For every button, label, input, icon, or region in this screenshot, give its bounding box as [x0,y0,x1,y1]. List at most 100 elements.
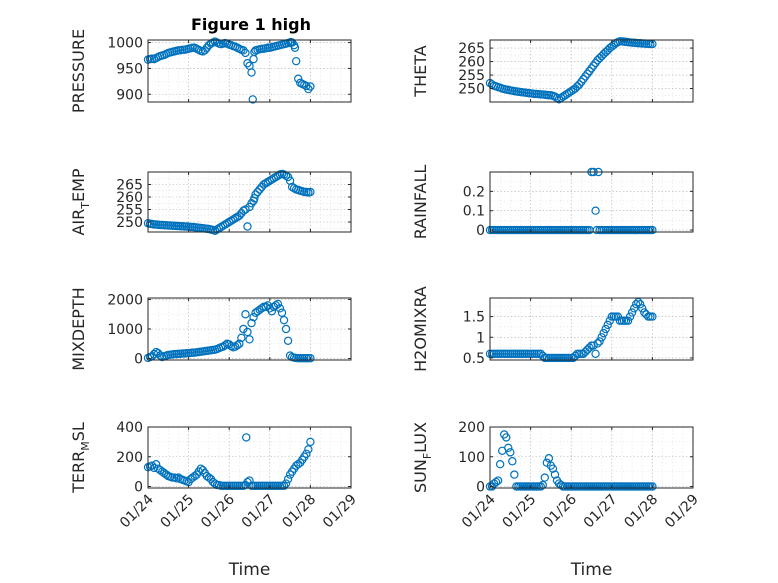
data-point [245,476,254,485]
data-point [631,300,641,309]
data-point [241,48,250,58]
data-point [267,307,277,316]
x-axis-label: Time [570,560,613,580]
x-tick-label: 01/26 [540,491,580,531]
x-tick-label: 01/28 [279,492,319,532]
data-point [243,327,252,337]
y-tick-label: 0 [476,480,485,496]
data-point [581,72,590,81]
data-point [495,459,505,469]
data-point [247,318,256,328]
data-point [589,341,598,350]
data-point [623,316,633,325]
data-point [273,299,283,309]
data-point [283,474,293,484]
x-tick-label: 01/25 [500,492,540,532]
data-point [597,333,606,342]
data-point [591,349,600,358]
y-tick-label: 250 [116,215,143,231]
x-tick-label: 01/24 [459,491,499,531]
data-point [648,482,657,491]
y-axis-label: MIXDEPTH [69,287,88,370]
data-point [243,59,252,68]
x-tick-label: 01/27 [239,492,279,532]
axes-frame [489,171,694,233]
data-point [281,324,291,334]
data-point [583,69,592,78]
x-tick-label: 01/27 [581,492,621,532]
x-tick-label: 01/29 [662,492,702,532]
data-point [585,66,594,76]
y-tick-label: 265 [458,41,485,57]
data-point [591,206,600,215]
data-point [638,304,647,313]
data-point [275,304,285,313]
x-axis-label: Time [228,560,271,580]
data-point [506,448,515,457]
data-point [248,95,257,104]
axes-frame [147,39,352,103]
subplot-h2omixra: 0.5 1 1.5 H2OMIXRA [411,286,694,372]
data-point [575,80,584,89]
x-tick-label: 01/28 [621,492,661,532]
data-point [255,185,264,194]
data-point [249,54,258,64]
y-tick-label: 0.1 [463,204,485,220]
data-point [603,320,612,330]
data-point [595,337,604,346]
data-point [550,470,560,479]
data-point [227,216,236,225]
data-point [579,74,588,84]
axes-frame [489,297,694,361]
data-point [279,315,289,325]
data-point [220,341,230,350]
data-point [508,457,517,466]
y-axis-label: H2OMIXRA [411,286,430,372]
data-point [222,219,232,228]
data-point [151,459,161,469]
data-point [155,351,165,360]
data-point [302,449,311,458]
data-point [224,217,234,227]
data-point [243,222,252,231]
y-tick-label: 400 [116,420,143,436]
data-point [648,225,657,235]
data-point [306,354,315,363]
data-point [239,206,248,215]
data-point [269,174,279,183]
data-point [540,473,550,482]
y-tick-label: 0.2 [463,184,485,200]
y-tick-label: 200 [116,450,143,466]
data-point [627,308,637,317]
y-tick-label: 200 [458,420,485,436]
data-point [491,477,501,487]
data-point [306,82,315,91]
data-point [290,43,300,52]
data-point [536,482,545,491]
data-point [597,51,606,61]
data-point [233,341,242,350]
data-point [253,187,262,197]
axes-frame [147,426,352,489]
y-tick-label: 0 [134,480,143,496]
data-point [212,225,222,234]
y-tick-label: 260 [458,55,485,71]
y-axis-label: PRESSURE [69,29,88,113]
data-point [216,222,226,232]
y-tick-label: 265 [116,178,143,194]
data-point [556,480,566,490]
data-point [261,179,270,188]
data-point [304,445,313,454]
y-tick-label: 1000 [107,36,143,52]
data-point [218,221,228,230]
data-point [589,61,598,70]
y-tick-label: 1 [476,330,485,346]
data-point [591,58,600,68]
data-point [231,214,240,223]
data-point [548,464,558,473]
data-point [538,480,547,490]
data-point [593,339,602,348]
data-point [510,470,519,479]
